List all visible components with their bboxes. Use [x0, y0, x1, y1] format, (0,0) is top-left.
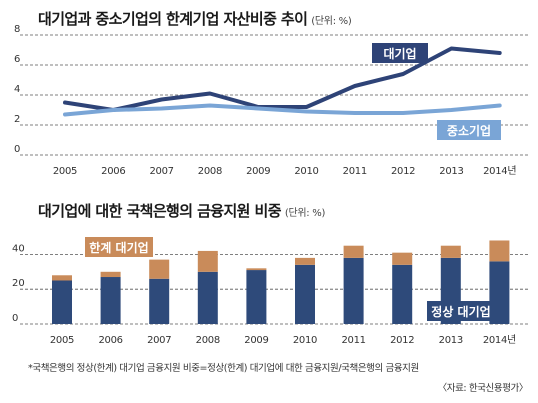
bar-x-tick-label: 2005 [50, 335, 74, 346]
line-x-tick-label: 2013 [439, 166, 463, 177]
bar-normal [343, 257, 364, 324]
line-series-2 [63, 103, 502, 117]
bar-chart-title: 대기업에 대한 국책은행의 금융지원 비중 (단위: %) [38, 202, 326, 220]
bar-x-tick-label: 2009 [244, 335, 268, 346]
bar-x-tick-label: 2011 [341, 335, 365, 346]
bar-normal [149, 278, 170, 324]
bar-x-tick-label: 2007 [147, 335, 171, 346]
bar-y-tick-label: 20 [12, 278, 25, 289]
bar-marginal [489, 240, 510, 262]
bar-y-tick-label: 0 [12, 313, 18, 324]
bar-marginal [295, 257, 315, 265]
line-series-2-label: 중소기업 [447, 123, 491, 138]
bar-marginal [100, 271, 121, 278]
bar-series-1-label-box [427, 301, 495, 321]
bar-marginal [52, 275, 72, 281]
bar-x-tick-label: 2013 [439, 335, 463, 346]
source-note: 〈자료: 한국신용평가〉 [437, 383, 529, 394]
bar-marginal [392, 252, 413, 265]
line-y-tick-label: 0 [14, 144, 20, 155]
bar-marginal [440, 245, 461, 258]
bar-normal [197, 271, 218, 324]
line-y-tick-label: 4 [14, 84, 20, 95]
line-series-2-label-box [437, 120, 501, 140]
line-series-1-label-box [372, 43, 428, 63]
bar-marginal [343, 245, 364, 258]
line-y-tick-label: 8 [14, 24, 20, 35]
bar-normal [295, 264, 315, 324]
line-x-tick-label: 2009 [246, 166, 270, 177]
line-y-tick-label: 2 [14, 114, 20, 125]
line-series-1-label: 대기업 [383, 46, 416, 61]
line-y-tick-label: 6 [14, 54, 20, 65]
bar-normal [246, 270, 267, 324]
bar-series-1-label: 정상 대기업 [431, 304, 490, 319]
line-x-tick-label: 2010 [294, 166, 318, 177]
line-x-tick-label: 2005 [53, 166, 77, 177]
bar-marginal [197, 250, 218, 272]
line-series-1 [63, 46, 502, 112]
bar-marginal [149, 259, 170, 279]
bar-normal [100, 277, 121, 324]
bar-x-tick-label: 2006 [98, 335, 122, 346]
bar-series-2-label-box [85, 237, 153, 257]
bar-x-tick-label: 2014년 [483, 334, 516, 346]
bar-chart-unit: (단위: %) [284, 208, 326, 219]
line-x-tick-label: 2014년 [483, 165, 516, 177]
bar-x-tick-label: 2012 [390, 335, 414, 346]
bar-series-2-label: 한계 대기업 [89, 240, 148, 255]
bar-normal [52, 280, 72, 324]
line-x-tick-label: 2006 [101, 166, 125, 177]
bar-x-tick-label: 2010 [293, 335, 317, 346]
line-chart-unit: (단위: %) [311, 16, 352, 27]
line-x-tick-label: 2011 [343, 166, 367, 177]
line-chart-title: 대기업과 중소기업의 한계기업 자산비중 추이 (단위: %) [38, 10, 352, 28]
line-x-tick-label: 2007 [149, 166, 173, 177]
line-x-tick-label: 2008 [198, 166, 222, 177]
bar-y-tick-label: 40 [12, 243, 25, 254]
bar-x-tick-label: 2008 [196, 335, 220, 346]
bar-marginal [246, 268, 267, 271]
line-x-tick-label: 2012 [391, 166, 415, 177]
footnote: *국책은행의 정상(한계) 대기업 금융지원 비중=정상(한계) 대기업에 대한… [28, 363, 419, 374]
bar-normal [392, 264, 413, 324]
